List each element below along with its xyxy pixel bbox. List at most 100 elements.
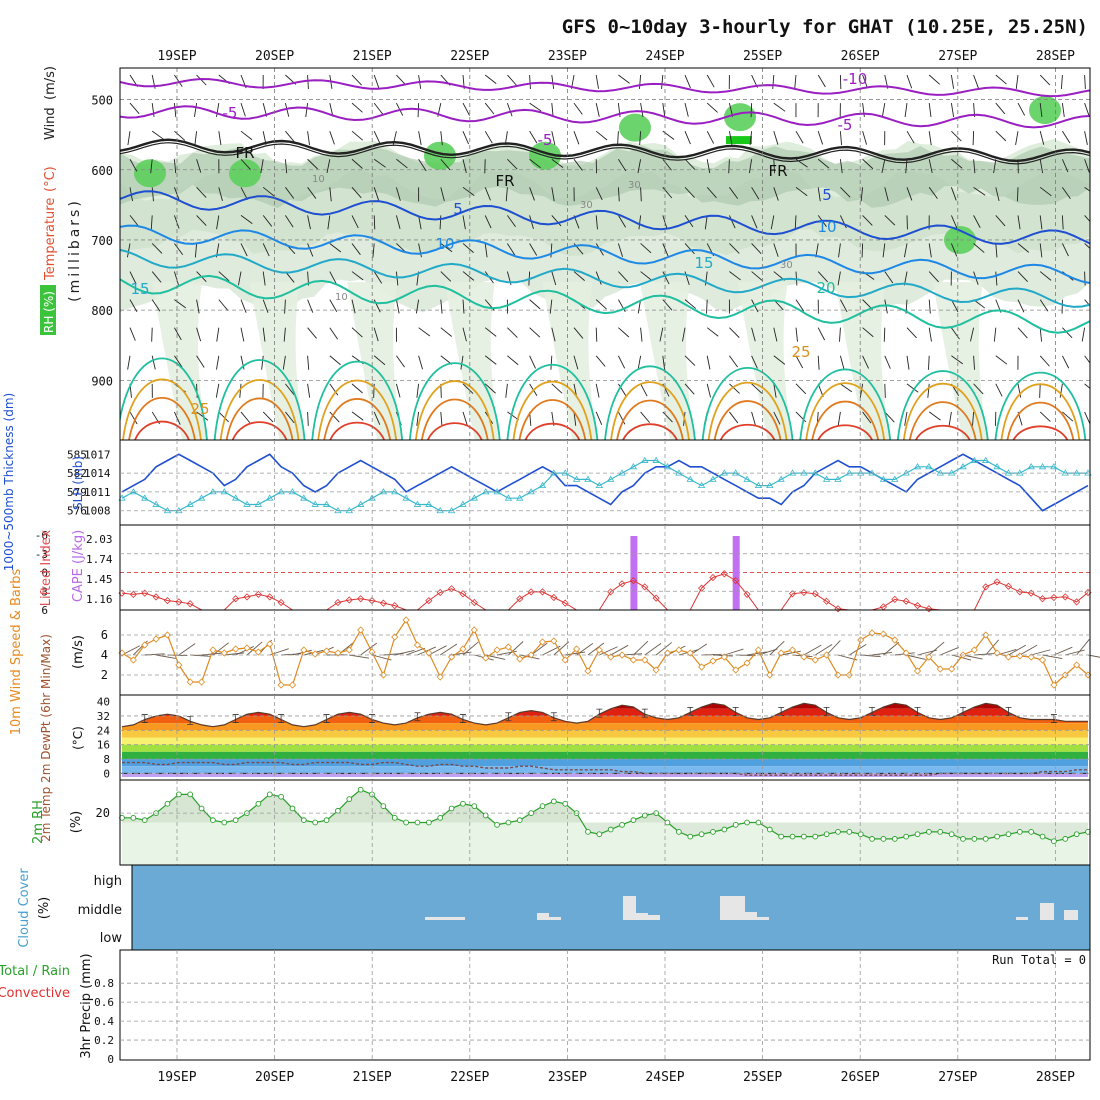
wind-barb [484,243,488,258]
rh-marker [278,793,284,800]
isotherm-label: FR [235,144,254,162]
wind-barb [351,327,363,338]
slp-marker [606,475,615,482]
wind-barb [1084,355,1090,364]
date-label-bottom: 25SEP [743,1070,782,1085]
wind-barb [1017,102,1026,116]
rh-marker [1073,831,1080,838]
rh-marker [721,826,728,833]
li-axis-label: Lifted Index [39,529,54,606]
wind-barb [127,131,131,146]
li-marker [391,602,399,610]
wind-barb [395,271,399,286]
minmax-marker [823,706,830,716]
wind-barb-10m [292,649,312,656]
pressure-tick: 800 [91,304,113,318]
rh-marker [960,836,966,842]
rh-marker [641,812,648,819]
wind-barb [440,158,451,171]
temperature-unit-label: (°C) [43,166,58,192]
pressure-tick: 700 [91,234,113,248]
cloud-block [648,915,660,920]
wind-speed-marker [436,673,444,681]
wind-tick: 2 [101,668,108,682]
slp-marker [856,469,865,476]
wind-barb [351,243,361,255]
slp-marker [368,494,376,501]
wind-barb-10m [883,641,900,656]
rh-marker [766,826,773,833]
slp-marker [1061,469,1069,476]
wind-barb-10m [962,654,983,660]
wind-speed-marker [129,656,137,664]
wind-barb [173,271,179,286]
wind-speed-marker [516,655,524,663]
temp-loop [902,383,983,440]
wind-barb [196,187,207,198]
wind-barb [881,103,886,117]
slp-marker [1038,463,1047,470]
wind-barb [773,355,786,365]
rh-marker [562,800,569,807]
rh-marker [266,791,273,798]
wind-barb [416,383,420,398]
wind-barb [862,158,874,170]
wind-barb [174,327,182,341]
wind-barb [351,102,363,113]
li-marker [1061,593,1069,601]
wind-barb [284,159,288,174]
temp-band [122,751,1088,760]
slp-marker [527,488,535,495]
temp-loop [219,379,300,440]
wind-speed-marker [322,647,331,655]
rh-marker [607,826,614,833]
wind-barb [817,74,826,88]
wind-barb [906,383,919,393]
wind-barb [416,411,420,426]
slp-marker [1072,469,1081,476]
wind-barb [1039,159,1044,174]
wind-barb-10m [633,640,649,656]
wind-barb [817,355,820,370]
rh-marker [335,807,341,814]
wind-barb [529,102,542,112]
wind-barb [995,130,1007,142]
wind-barb [307,243,314,257]
wind-barb [262,215,273,227]
rh-marker [630,817,637,824]
wind-barb-10m [1053,646,1073,656]
li-marker [470,598,478,607]
isotherm-label: 15 [694,254,713,272]
rh-marker [801,833,807,840]
wind-speed-marker [186,678,194,686]
wind-barb [840,383,853,393]
li-marker [1027,589,1035,597]
isotherm-label: 25 [791,343,810,361]
slp-marker [561,469,569,476]
wind-barb [418,327,431,337]
wind-barb [573,102,583,115]
li-marker [266,593,274,601]
slp-marker [1016,469,1024,476]
wind-barb [351,215,359,229]
wind-barb [573,355,579,370]
wind-barb [684,102,689,117]
wind-speed-marker [538,638,547,646]
wind-barb [706,327,719,337]
wind-barb [373,158,386,168]
rh-marker [300,817,307,824]
rh-marker [687,833,694,840]
wind-barb [751,411,756,426]
temp-loop [622,423,678,440]
slp-marker [788,469,797,476]
date-label-top: 21SEP [353,49,392,64]
wind-barb [351,383,363,394]
slp-marker [141,494,149,501]
thickness-line [121,453,1089,512]
slp-marker [1004,469,1013,476]
thickness-tick: 585 [67,448,87,461]
wind-barb [773,411,781,425]
wind-speed-marker [868,629,876,637]
wind-barb [440,271,452,282]
wind-barb [1039,131,1045,145]
